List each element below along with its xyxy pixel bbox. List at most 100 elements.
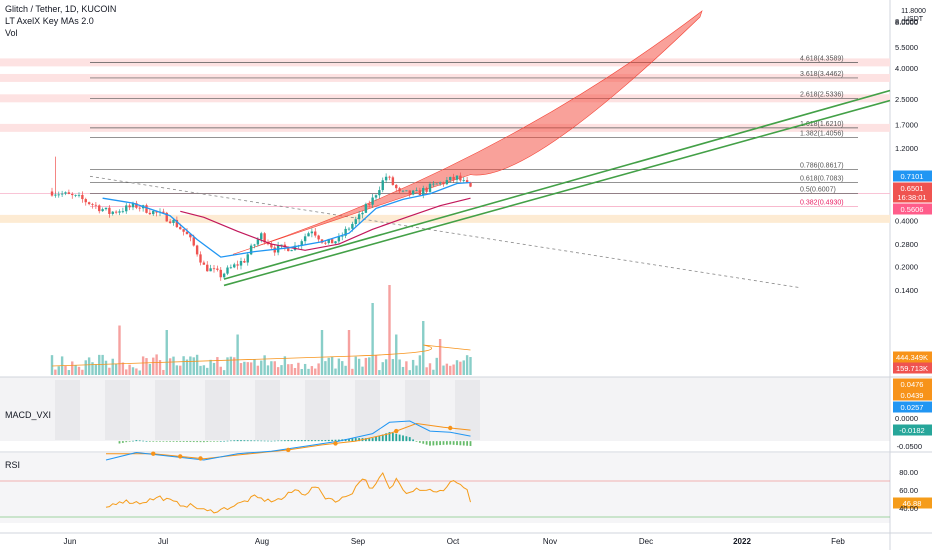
macd-hist-bar — [206, 441, 209, 442]
x-axis-tick-label: Jul — [158, 537, 168, 546]
volume-bar — [84, 360, 87, 375]
candle-body — [357, 214, 361, 220]
macd-hist-bar — [294, 440, 296, 442]
indicator-legend-vol[interactable]: Vol — [5, 28, 18, 38]
volume-bar — [445, 363, 449, 375]
volume-bar — [378, 370, 381, 375]
macd-band — [455, 380, 480, 440]
candle-body — [371, 197, 374, 205]
macd-hist-bar — [199, 441, 202, 443]
trendline-lower — [223, 99, 891, 287]
macd-band — [355, 380, 380, 440]
candle-body — [60, 193, 64, 195]
candle-body — [101, 209, 104, 212]
macd-hist-bar — [412, 439, 415, 442]
macd-hist-bar — [216, 441, 219, 442]
candle-body — [165, 212, 168, 222]
volume-badge-bg — [893, 351, 932, 363]
macd-hist-bar — [469, 441, 472, 446]
volume-bar — [395, 334, 398, 375]
price-axis-tick-label: 8.0000 — [895, 18, 918, 27]
ma-fast-line — [102, 181, 471, 258]
volume-bar — [425, 367, 428, 375]
candle-body — [67, 192, 71, 194]
macd-hist-bar — [287, 440, 290, 442]
candle-body — [256, 239, 260, 245]
volume-bar — [209, 359, 212, 375]
price-badge-bg — [893, 170, 932, 182]
candle-body — [334, 241, 337, 244]
macd-badge: -0.0182 — [899, 426, 924, 435]
x-axis-tick-label: 2022 — [733, 537, 751, 546]
macd-background — [0, 377, 890, 441]
candle-body — [469, 182, 472, 187]
candle-body — [391, 177, 395, 185]
candle-body — [212, 268, 216, 270]
candle-body — [236, 264, 239, 266]
candle-body — [465, 180, 469, 183]
candle-body — [455, 175, 459, 180]
candle-body — [337, 236, 341, 242]
macd-hist-bar — [310, 440, 313, 442]
candle-body — [54, 194, 57, 196]
macd-hist-bar — [236, 440, 239, 442]
macd-hist-bar — [398, 434, 401, 442]
candle-body — [249, 245, 253, 255]
candle-body — [195, 245, 199, 255]
price-badge-bg — [893, 182, 932, 194]
macd-hist-bar — [152, 441, 155, 442]
candle-body — [125, 205, 128, 212]
volume-bar — [381, 362, 384, 375]
rsi-axis-tick-label: 60.00 — [899, 486, 918, 495]
rsi-panel-label[interactable]: RSI — [5, 460, 21, 470]
volume-bar — [128, 364, 131, 375]
candle-body — [91, 204, 94, 205]
macd-hist-bar — [169, 441, 172, 442]
macd-hist-bar — [128, 441, 131, 442]
price-axis-tick-label: 0.2000 — [895, 262, 918, 271]
fib-level-label: 0.618(0.7083) — [800, 176, 844, 183]
volume-bar — [330, 356, 334, 375]
candle-body — [314, 231, 317, 236]
macd-hist-bar — [196, 441, 199, 443]
volume-bar — [465, 355, 469, 375]
x-axis-tick-label: Nov — [543, 537, 557, 546]
macd-panel-label[interactable]: MACD_VXI — [5, 410, 52, 420]
volume-badge: 159.713K — [896, 364, 928, 373]
macd-hist-bar — [391, 432, 394, 442]
volume-bar — [98, 354, 101, 375]
candle-body — [351, 223, 354, 229]
volume-bar — [233, 357, 236, 375]
macd-hist-bar — [138, 440, 141, 442]
chart-title[interactable]: Glitch / Tether, 1D, KUCOIN — [5, 4, 117, 14]
macd-hist-bar — [449, 441, 452, 445]
volume-bar — [219, 366, 222, 375]
rsi-badge-bg — [893, 497, 932, 509]
macd-band — [255, 380, 280, 440]
volume-bar — [118, 325, 121, 375]
macd-band — [405, 380, 430, 440]
price-axis-tick-label: 2.5000 — [895, 95, 918, 104]
candle-body — [111, 211, 114, 214]
volume-bar — [179, 365, 182, 375]
volume-bar — [300, 369, 303, 375]
volume-ma — [51, 344, 471, 367]
macd-hist-bar — [273, 440, 276, 442]
x-axis-tick-label: Sep — [351, 537, 366, 546]
macd-hist-bar — [132, 440, 134, 442]
rsi-line — [105, 472, 471, 514]
macd-hist-bar — [155, 441, 158, 442]
candle-body — [435, 183, 438, 185]
macd-hist-bar — [418, 441, 421, 443]
macd-hist-bar — [125, 441, 128, 443]
indicator-legend-ma[interactable]: LT AxelX Key MAs 2.0 — [5, 16, 94, 26]
candle-body — [175, 219, 179, 228]
volume-bar — [229, 356, 233, 375]
parabolic-fan — [232, 10, 703, 255]
candle-body — [388, 176, 391, 178]
macd-band — [155, 380, 180, 440]
volume-bar — [114, 363, 118, 375]
macd-hist-bar — [246, 440, 249, 442]
macd-hist-bar — [229, 440, 232, 442]
volume-bar — [297, 362, 300, 375]
